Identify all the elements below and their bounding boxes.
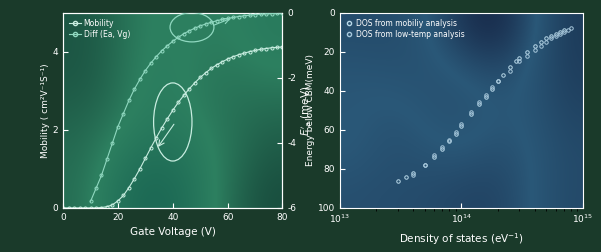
Y-axis label: Mobility ( cm²V⁻¹S⁻¹): Mobility ( cm²V⁻¹S⁻¹)	[41, 63, 50, 158]
X-axis label: Density of states (eV$^{-1}$): Density of states (eV$^{-1}$)	[399, 231, 523, 246]
Legend: DOS from mobiliy analysis, DOS from low-temp analysis: DOS from mobiliy analysis, DOS from low-…	[343, 16, 468, 41]
X-axis label: Gate Voltage (V): Gate Voltage (V)	[130, 227, 216, 237]
Y-axis label: Energy below CBM(meV): Energy below CBM(meV)	[306, 54, 315, 166]
Y-axis label: $E'_a$ (meV): $E'_a$ (meV)	[299, 85, 313, 136]
Legend: Mobility, Diff (Ea, Vg): Mobility, Diff (Ea, Vg)	[67, 16, 132, 41]
